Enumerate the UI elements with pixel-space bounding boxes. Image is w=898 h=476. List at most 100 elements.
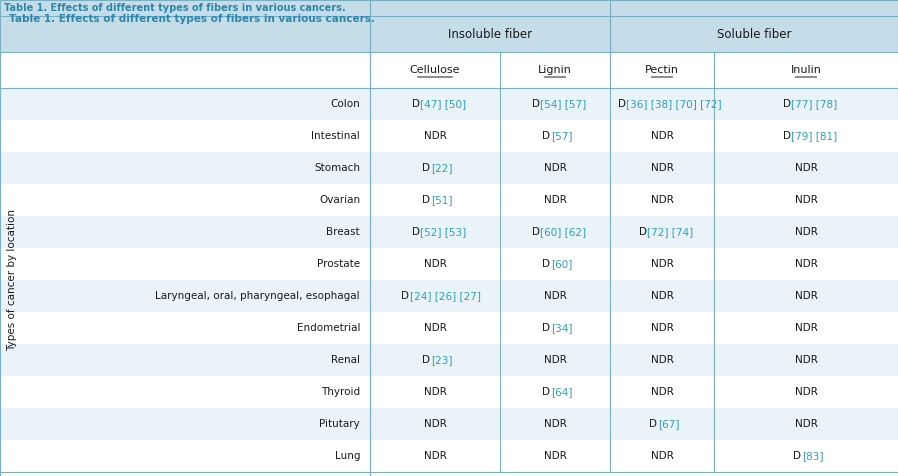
Text: Pitutary: Pitutary <box>320 419 360 429</box>
Text: NDR: NDR <box>650 451 674 461</box>
Bar <box>0 52 898 88</box>
Text: Table 1. Effects of different types of fibers in various cancers.: Table 1. Effects of different types of f… <box>4 3 346 13</box>
Text: [64]: [64] <box>550 387 572 397</box>
Text: NDR: NDR <box>795 291 817 301</box>
Bar <box>0 120 898 152</box>
Bar <box>0 216 898 248</box>
Text: NDR: NDR <box>424 419 446 429</box>
Text: Endometrial: Endometrial <box>296 323 360 333</box>
Text: NDR: NDR <box>424 451 446 461</box>
Text: NDR: NDR <box>795 195 817 205</box>
Text: [22]: [22] <box>431 163 453 173</box>
Text: Lung: Lung <box>334 451 360 461</box>
Text: Thyroid: Thyroid <box>321 387 360 397</box>
Text: NDR: NDR <box>795 163 817 173</box>
Text: [60] [62]: [60] [62] <box>541 227 586 237</box>
Text: Intestinal: Intestinal <box>312 131 360 141</box>
Text: D: D <box>794 451 805 461</box>
Text: D: D <box>422 163 434 173</box>
Text: NDR: NDR <box>795 227 817 237</box>
Text: NDR: NDR <box>650 355 674 365</box>
Text: [67]: [67] <box>658 419 679 429</box>
Bar <box>0 408 898 440</box>
Text: Cellulose: Cellulose <box>409 65 461 75</box>
Bar <box>0 184 898 216</box>
Text: [72] [74]: [72] [74] <box>647 227 693 237</box>
Text: Table 1. Effects of different types of fibers in various cancers.: Table 1. Effects of different types of f… <box>9 14 374 24</box>
Text: D: D <box>532 227 543 237</box>
Text: [47] [50]: [47] [50] <box>420 99 466 109</box>
Text: D: D <box>542 131 554 141</box>
Text: D: D <box>401 291 413 301</box>
Text: NDR: NDR <box>795 355 817 365</box>
Text: Stomach: Stomach <box>314 163 360 173</box>
Text: NDR: NDR <box>424 131 446 141</box>
Text: D: D <box>412 99 423 109</box>
Text: [77] [78]: [77] [78] <box>791 99 838 109</box>
Text: NDR: NDR <box>795 387 817 397</box>
Text: [36] [38] [70] [72]: [36] [38] [70] [72] <box>626 99 722 109</box>
Text: D: D <box>783 131 794 141</box>
Text: [34]: [34] <box>550 323 572 333</box>
Bar <box>0 280 898 312</box>
Text: NDR: NDR <box>543 451 567 461</box>
Text: D: D <box>618 99 629 109</box>
Text: NDR: NDR <box>424 323 446 333</box>
Text: [83]: [83] <box>802 451 823 461</box>
Text: NDR: NDR <box>424 387 446 397</box>
Text: [24] [26] [27]: [24] [26] [27] <box>409 291 480 301</box>
Text: NDR: NDR <box>650 387 674 397</box>
Text: NDR: NDR <box>795 323 817 333</box>
Text: NDR: NDR <box>795 259 817 269</box>
Text: NDR: NDR <box>543 419 567 429</box>
Text: NDR: NDR <box>543 163 567 173</box>
Text: NDR: NDR <box>424 259 446 269</box>
Text: [23]: [23] <box>431 355 453 365</box>
Text: Ovarian: Ovarian <box>319 195 360 205</box>
Text: Lignin: Lignin <box>538 65 572 75</box>
Text: D: D <box>422 355 434 365</box>
Bar <box>0 88 898 120</box>
Text: D: D <box>532 99 543 109</box>
Text: NDR: NDR <box>650 259 674 269</box>
Text: NDR: NDR <box>650 323 674 333</box>
Text: NDR: NDR <box>650 131 674 141</box>
Text: NDR: NDR <box>650 195 674 205</box>
Text: D: D <box>412 227 423 237</box>
Text: D: D <box>649 419 661 429</box>
Bar <box>0 152 898 184</box>
Text: [51]: [51] <box>431 195 453 205</box>
Text: D: D <box>783 99 794 109</box>
Bar <box>0 344 898 376</box>
Text: D: D <box>542 259 554 269</box>
Text: Colon: Colon <box>330 99 360 109</box>
Text: NDR: NDR <box>543 291 567 301</box>
Text: Pectin: Pectin <box>645 65 679 75</box>
Text: NDR: NDR <box>543 195 567 205</box>
Text: D: D <box>542 387 554 397</box>
Text: NDR: NDR <box>650 163 674 173</box>
Text: Breast: Breast <box>326 227 360 237</box>
Text: Prostate: Prostate <box>317 259 360 269</box>
Text: NDR: NDR <box>543 355 567 365</box>
Text: Types of cancer by location: Types of cancer by location <box>7 209 17 351</box>
Text: D: D <box>422 195 434 205</box>
Text: [54] [57]: [54] [57] <box>541 99 586 109</box>
Text: NDR: NDR <box>650 291 674 301</box>
Text: Inulin: Inulin <box>790 65 822 75</box>
Bar <box>0 248 898 280</box>
Text: [52] [53]: [52] [53] <box>420 227 467 237</box>
Bar <box>0 312 898 344</box>
Text: Insoluble fiber: Insoluble fiber <box>448 28 532 40</box>
Text: Soluble fiber: Soluble fiber <box>717 28 791 40</box>
Text: Laryngeal, oral, pharyngeal, esophagal: Laryngeal, oral, pharyngeal, esophagal <box>155 291 360 301</box>
Bar <box>0 376 898 408</box>
Text: Renal: Renal <box>331 355 360 365</box>
Text: D: D <box>542 323 554 333</box>
Bar <box>0 0 898 16</box>
Bar <box>0 16 898 52</box>
Bar <box>0 440 898 472</box>
Text: [57]: [57] <box>550 131 572 141</box>
Text: NDR: NDR <box>795 419 817 429</box>
Text: D: D <box>638 227 650 237</box>
